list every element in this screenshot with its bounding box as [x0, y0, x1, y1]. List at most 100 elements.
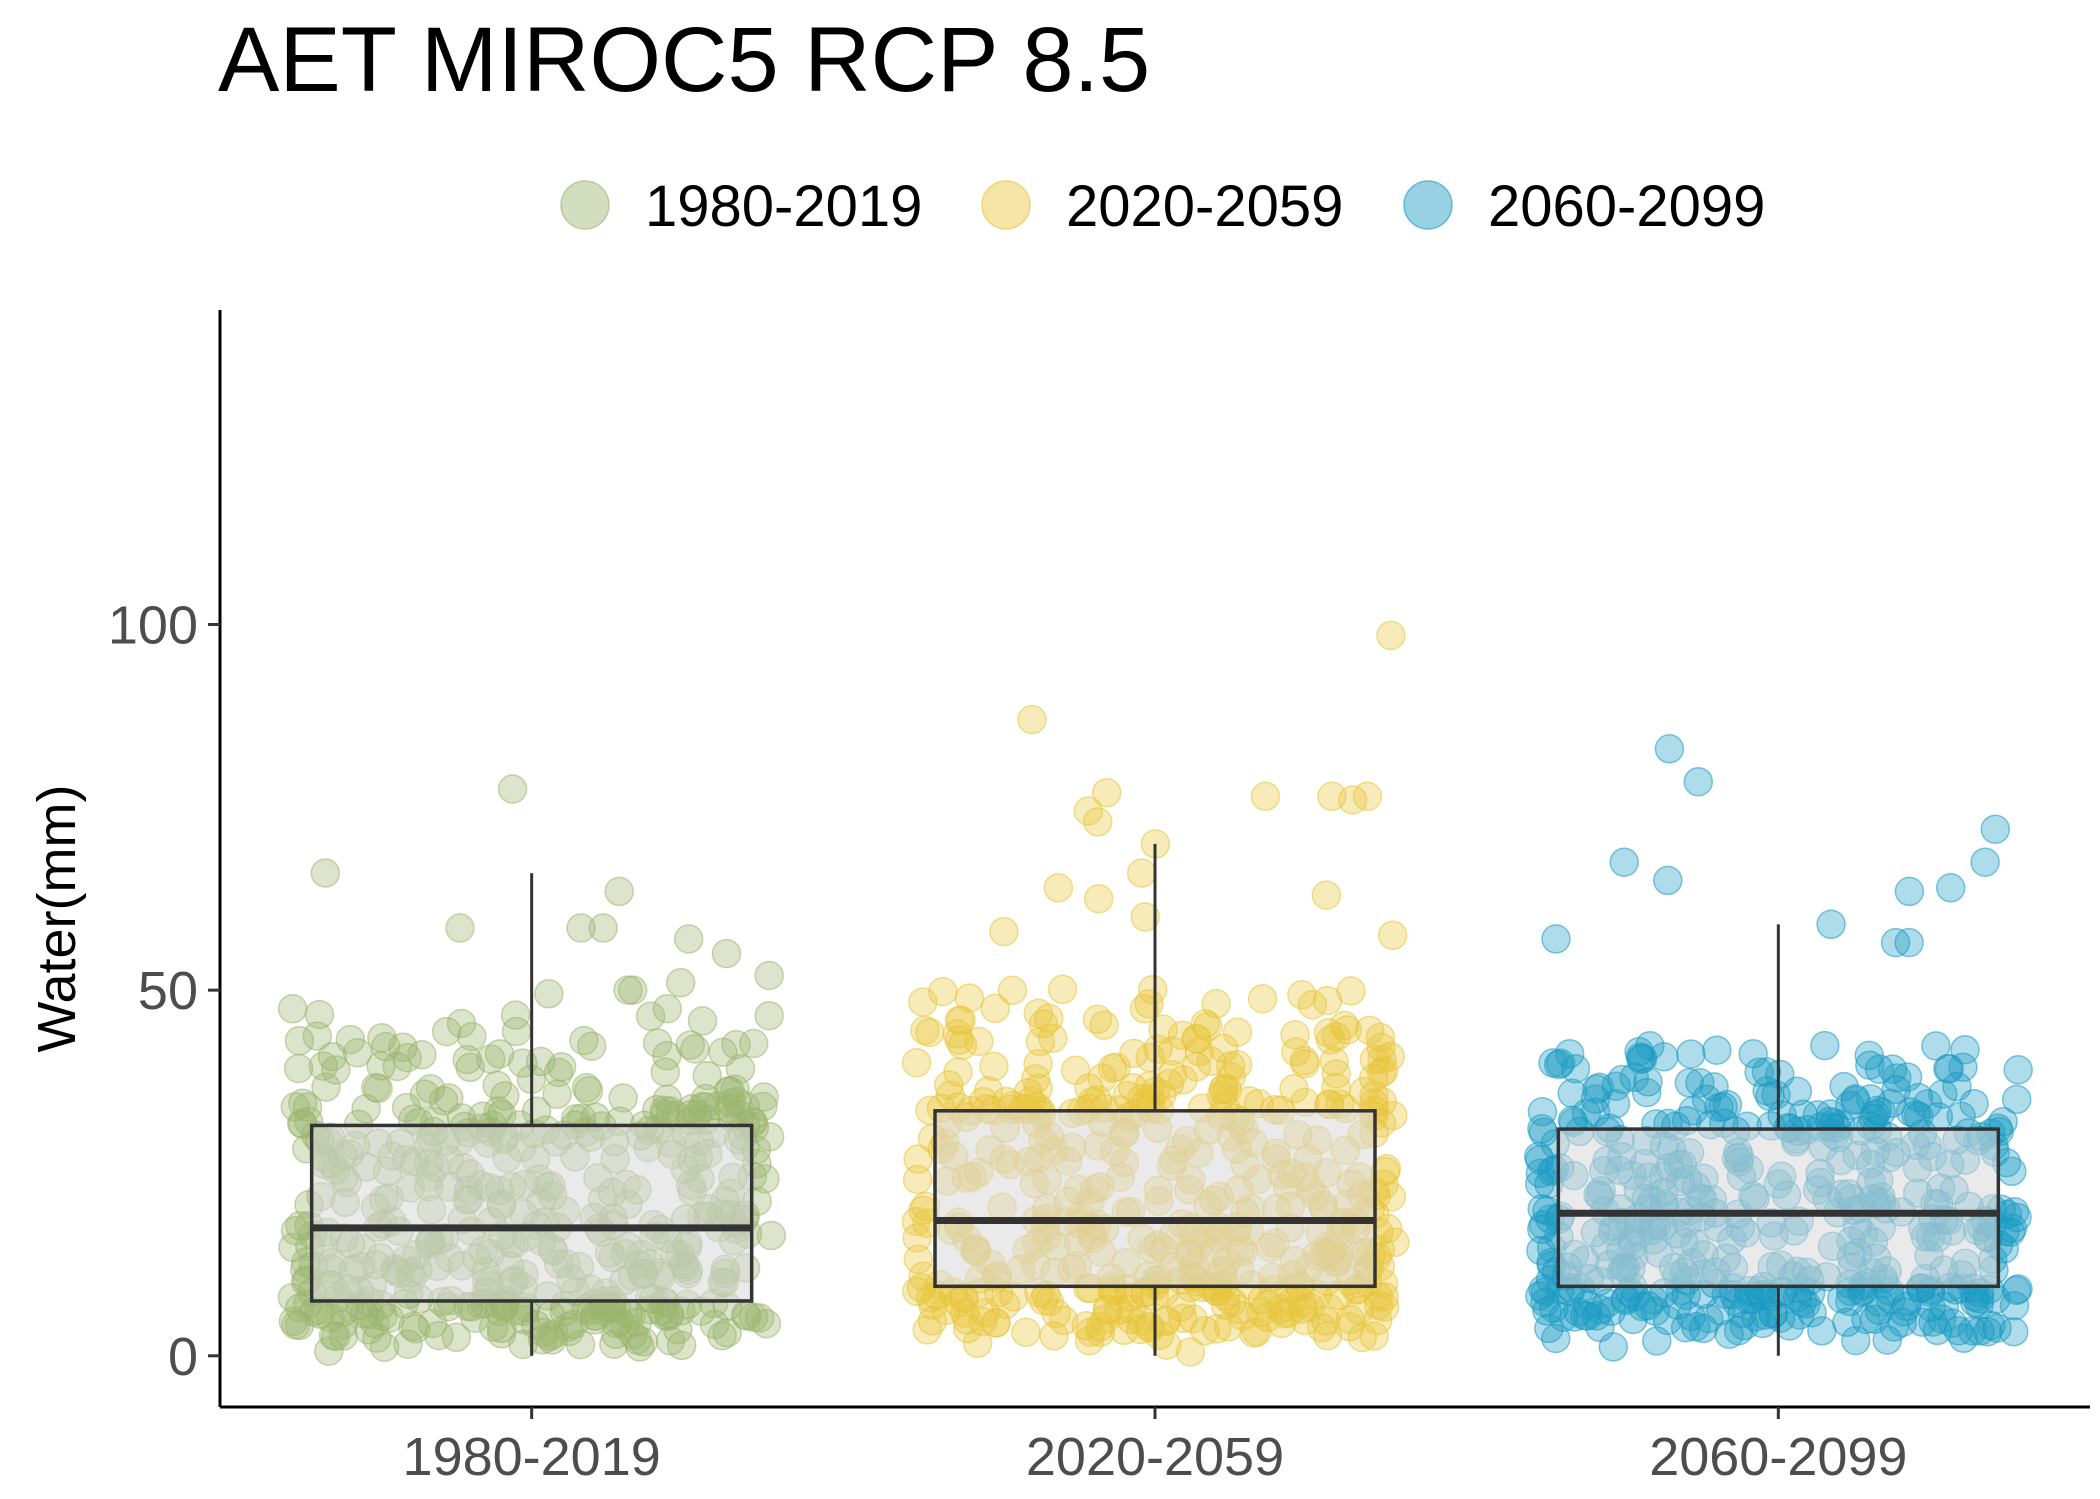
y-axis-title: Water(mm)	[27, 785, 87, 1053]
data-point	[1130, 902, 1160, 932]
data-point	[407, 1040, 437, 1070]
data-point	[618, 1319, 648, 1350]
boxplot-2060-2099	[1556, 924, 2001, 1356]
data-point	[1222, 1017, 1253, 1047]
data-point	[1363, 1290, 1394, 1321]
data-point	[680, 1034, 710, 1064]
data-point	[1723, 1315, 1754, 1346]
data-point	[1554, 1038, 1585, 1069]
data-point	[1347, 1322, 1378, 1353]
box-iqr	[1556, 1127, 2001, 1289]
data-point	[1380, 1227, 1410, 1258]
data-point	[1011, 1317, 1041, 1348]
legend-label: 1980-2019	[645, 174, 922, 239]
data-point	[1074, 1325, 1105, 1356]
data-point	[2003, 1055, 2033, 1085]
data-point	[1290, 1305, 1320, 1336]
data-point	[455, 1052, 485, 1083]
data-point	[1864, 1054, 1895, 1085]
data-point	[928, 976, 958, 1007]
data-point	[687, 1006, 718, 1036]
chart-title: AET MIROC5 RCP 8.5	[218, 9, 1151, 111]
data-point	[1942, 1071, 1972, 1102]
legend: 1980-2019 2020-2059 2060-2099	[560, 174, 1765, 239]
data-point	[445, 913, 475, 943]
data-point	[1297, 990, 1328, 1020]
data-point	[1582, 1074, 1612, 1104]
data-point	[608, 1083, 638, 1113]
data-point	[1017, 704, 1047, 735]
data-point	[1864, 1295, 1895, 1326]
data-point	[415, 1073, 446, 1104]
data-point	[1916, 1292, 1946, 1322]
data-point	[1311, 880, 1342, 910]
data-point	[712, 1317, 742, 1348]
data-point	[749, 1082, 779, 1112]
data-point	[1674, 1068, 1705, 1098]
data-point	[1832, 1307, 1862, 1338]
data-point	[304, 999, 335, 1030]
data-point	[285, 1211, 315, 1241]
data-point	[2002, 1202, 2032, 1233]
data-point	[1527, 1113, 1557, 1144]
y-tick-label: 50	[138, 961, 198, 1021]
data-point	[1210, 1290, 1241, 1320]
y-tick-label: 100	[108, 595, 198, 655]
data-point	[1585, 1312, 1615, 1343]
data-point	[508, 1329, 538, 1360]
data-point	[902, 1223, 932, 1253]
data-point	[1363, 1281, 1394, 1312]
data-point	[751, 1308, 782, 1339]
data-point	[989, 916, 1019, 947]
data-point	[1314, 1293, 1345, 1324]
data-point	[1021, 1064, 1051, 1094]
data-point	[576, 1031, 607, 1061]
data-point	[1761, 1080, 1791, 1110]
data-point	[1527, 1096, 1558, 1127]
data-point	[1704, 1092, 1734, 1123]
data-point	[1545, 1048, 1576, 1078]
data-point	[1034, 1286, 1064, 1317]
data-point	[1023, 998, 1054, 1028]
data-point	[1894, 876, 1925, 907]
data-point	[1279, 1074, 1309, 1104]
data-point	[335, 1024, 366, 1055]
data-point	[1683, 766, 1714, 797]
data-point	[1765, 1303, 1796, 1333]
legend-marker	[981, 180, 1031, 230]
boxes-layer	[309, 843, 2001, 1356]
data-point	[1190, 1316, 1220, 1346]
data-point	[970, 1298, 1000, 1328]
data-point	[1126, 1083, 1157, 1114]
data-point	[441, 1322, 472, 1353]
data-point	[284, 1293, 315, 1323]
data-point	[1530, 1276, 1561, 1307]
data-point	[903, 1244, 934, 1274]
legend-marker	[1403, 180, 1453, 230]
data-point	[1315, 1025, 1346, 1055]
data-point	[1367, 1086, 1398, 1117]
data-point	[1640, 1296, 1671, 1326]
data-point	[1144, 1320, 1175, 1351]
data-point	[542, 1079, 572, 1110]
data-point	[1560, 1054, 1591, 1084]
data-point	[1039, 1321, 1069, 1351]
data-point	[1352, 781, 1383, 812]
data-point	[1071, 1310, 1101, 1341]
data-point	[369, 1332, 400, 1362]
data-point	[1997, 1156, 2027, 1187]
data-point	[1934, 1053, 1965, 1084]
data-point	[901, 1047, 932, 1078]
data-point	[1023, 1049, 1053, 1079]
data-point	[1538, 1048, 1568, 1078]
data-point	[1685, 1068, 1715, 1098]
data-point	[482, 1070, 512, 1101]
data-point	[543, 1057, 574, 1088]
data-point	[1375, 1041, 1406, 1072]
data-point	[980, 993, 1010, 1024]
data-point	[1527, 1194, 1557, 1224]
legend-marker	[560, 180, 610, 230]
legend-label: 2060-2099	[1488, 174, 1765, 239]
data-point	[902, 1164, 933, 1195]
